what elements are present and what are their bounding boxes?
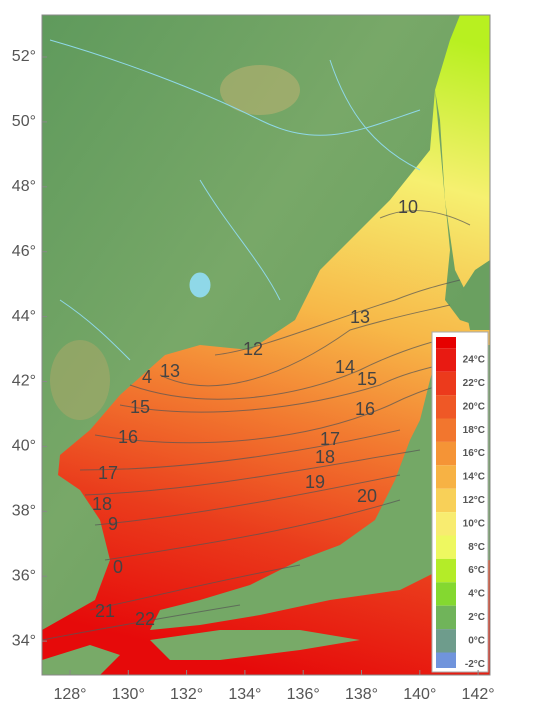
- contour-label: 16: [355, 399, 375, 419]
- legend-swatch: [436, 371, 456, 396]
- contour-label: 18: [315, 447, 335, 467]
- legend-swatch: [436, 488, 456, 513]
- legend-label: 16°C: [463, 448, 485, 459]
- contour-label: 19: [305, 472, 325, 492]
- legend-label: 18°C: [463, 425, 485, 436]
- contour-label: 22: [135, 609, 155, 629]
- y-tick-label: 44°: [12, 308, 36, 325]
- contour-label: 0: [113, 557, 123, 577]
- contour-label: 10: [398, 197, 418, 217]
- x-tick-label: 142°: [462, 686, 495, 703]
- legend-label: 24°C: [463, 355, 485, 366]
- legend-swatch: [436, 465, 456, 489]
- shikoku: [150, 630, 360, 660]
- legend-label: 2°C: [468, 612, 485, 623]
- legend-swatch: [436, 512, 456, 536]
- y-tick-label: 38°: [12, 503, 36, 520]
- x-tick-label: 128°: [53, 686, 86, 703]
- honshu: [150, 345, 490, 630]
- legend-swatch: [436, 558, 456, 583]
- x-tick-label: 138°: [345, 686, 378, 703]
- x-tick-label: 134°: [228, 686, 261, 703]
- contour-label: 20: [357, 486, 377, 506]
- legend-swatch: [436, 582, 456, 606]
- contour-label: 13: [350, 307, 370, 327]
- y-tick-label: 48°: [12, 178, 36, 195]
- rivers: [49, 39, 421, 361]
- sea-north: [435, 15, 490, 310]
- contour-label: 16: [118, 427, 138, 447]
- y-tick-label: 52°: [12, 48, 36, 65]
- legend-label: -2°C: [465, 659, 485, 670]
- legend-label: 12°C: [463, 495, 485, 506]
- contour-label: 4: [142, 367, 152, 387]
- legend-label: 22°C: [463, 378, 485, 389]
- contour-label: 14: [335, 357, 355, 377]
- legend-swatch: [436, 605, 456, 630]
- legend-swatch: [436, 441, 456, 466]
- contours: [42, 210, 471, 641]
- y-tick-label: 50°: [12, 113, 36, 130]
- contour-label: 15: [130, 397, 150, 417]
- legend-label: 6°C: [468, 565, 485, 576]
- legend-label: 14°C: [463, 472, 485, 483]
- legend-label: 0°C: [468, 635, 485, 646]
- legend-swatch: [436, 348, 456, 372]
- x-tick-label: 130°: [112, 686, 145, 703]
- y-tick-label: 46°: [12, 243, 36, 260]
- legend: 24°C 22°C 20°C 18°C 16°C 14°C 12°C 10°C 8°C 6°C 4°…: [431, 331, 489, 673]
- contour-label: 9: [108, 514, 118, 534]
- legend-swatch: [436, 652, 456, 668]
- kyushu: [42, 645, 120, 675]
- contour-label: 18: [92, 494, 112, 514]
- legend-label: 4°C: [468, 589, 485, 600]
- y-tick-label: 34°: [12, 632, 36, 649]
- contour-label: 15: [357, 369, 377, 389]
- legend-label: 20°C: [463, 401, 485, 412]
- map-area: [42, 15, 490, 675]
- contour-label: 13: [160, 361, 180, 381]
- y-tick-label: 40°: [12, 438, 36, 455]
- legend-swatch: [436, 535, 456, 559]
- y-tick-label: 42°: [12, 373, 36, 390]
- legend-label: 10°C: [463, 518, 485, 529]
- x-tick-label: 140°: [403, 686, 436, 703]
- x-tick-label: 136°: [287, 686, 320, 703]
- y-tick-label: 36°: [12, 567, 36, 584]
- legend-swatch: [436, 337, 456, 349]
- legend-swatch: [436, 395, 456, 419]
- contour-label: 21: [95, 601, 115, 621]
- x-tick-label: 132°: [170, 686, 203, 703]
- hokkaido: [462, 260, 490, 330]
- legend-label: 8°C: [468, 542, 485, 553]
- contour-label: 17: [320, 429, 340, 449]
- contour-label: 12: [243, 339, 263, 359]
- map-frame: [41, 14, 491, 676]
- contour-label: 17: [98, 463, 118, 483]
- legend-swatch: [436, 418, 456, 442]
- legend-swatch: [436, 629, 456, 653]
